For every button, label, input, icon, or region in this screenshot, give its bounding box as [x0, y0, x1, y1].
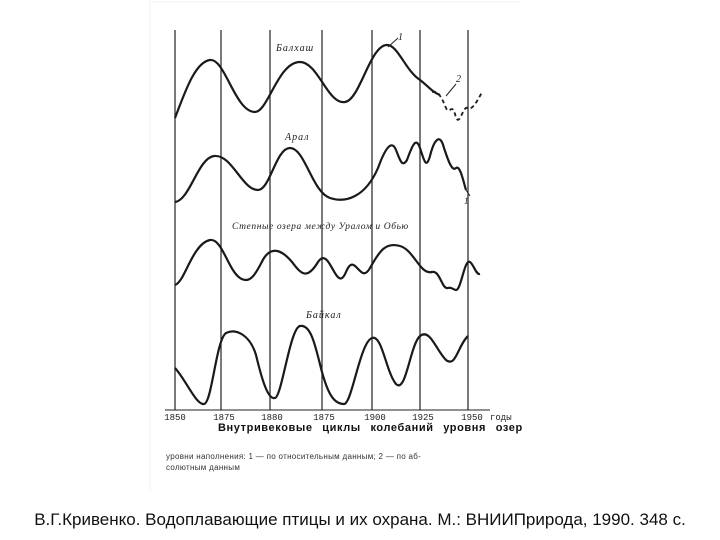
year-tick-labels: 1850 1875 1880 1875 1900 1925 1950 — [164, 413, 483, 423]
chart-title: Внутривековые циклы колебаний уровня озе… — [218, 422, 523, 434]
label-aral: Арал — [284, 132, 309, 143]
year-axis-unit: годы — [490, 413, 512, 423]
baikal-curve — [174, 324, 469, 406]
tick-1875a: 1875 — [213, 413, 235, 423]
tick-1880: 1880 — [261, 413, 283, 423]
balkhash-curve-absolute — [431, 90, 483, 121]
legend-line-2: солютным данным — [166, 463, 241, 472]
balkhash-curve-relative — [173, 43, 441, 119]
tick-1950: 1950 — [461, 413, 483, 423]
source-caption: В.Г.Кривенко. Водоплавающие птицы и их о… — [34, 510, 686, 529]
tick-1925: 1925 — [412, 413, 434, 423]
label-balkhash: Балхаш — [275, 43, 314, 54]
series-marker-2: 2 — [456, 74, 461, 85]
tick-1900: 1900 — [364, 413, 386, 423]
series-marker-1: 1 — [398, 32, 403, 43]
steppe-lakes-curve — [174, 238, 481, 292]
label-steppe-lakes: Степные озера между Уралом и Обью — [232, 221, 409, 232]
label-baikal: Байкал — [305, 310, 342, 321]
legend-line-1: уровни наполнения: 1 — по относительным … — [166, 452, 422, 461]
tick-1875b: 1875 — [313, 413, 335, 423]
tick-1850: 1850 — [164, 413, 186, 423]
aral-end-marker: 1 — [464, 196, 469, 206]
series-markers — [387, 37, 471, 197]
aral-curve — [174, 138, 468, 204]
